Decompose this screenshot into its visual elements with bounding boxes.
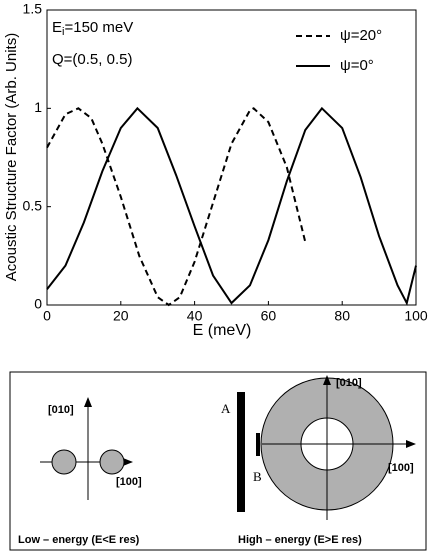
x-tick-label: 100 xyxy=(404,308,428,324)
x-axis-label: E (meV) xyxy=(193,322,252,339)
x-tick-label: 0 xyxy=(43,308,51,324)
axis-label: [010] xyxy=(336,377,362,389)
caption: High – energy (E>E res) xyxy=(238,534,362,546)
x-tick-label: 60 xyxy=(261,308,277,324)
spot xyxy=(51,449,77,475)
axis-label: [100] xyxy=(116,476,142,488)
label-b: B xyxy=(253,469,262,484)
annotation: Ei=150 meV xyxy=(52,19,133,38)
bar-b xyxy=(256,433,260,456)
legend-label: ψ=0° xyxy=(340,57,374,74)
axis-label: [100] xyxy=(388,462,414,474)
plot-frame xyxy=(46,9,417,306)
series-line xyxy=(46,106,417,306)
annotation-part: E xyxy=(52,19,62,36)
y-tick-label: 0 xyxy=(34,296,42,312)
x-tick-label: 20 xyxy=(113,308,129,324)
bar-a xyxy=(237,392,245,512)
annotation: Q=(0.5, 0.5) xyxy=(52,51,132,68)
series-line xyxy=(46,107,307,307)
annotation-part: =150 meV xyxy=(64,19,133,36)
x-tick-label: 40 xyxy=(187,308,203,324)
annotation-part: i xyxy=(62,26,64,38)
x-tick-label: 80 xyxy=(334,308,350,324)
y-tick-label: 0.5 xyxy=(23,197,43,213)
caption: Low – energy (E<E res) xyxy=(18,534,140,546)
label-a: A xyxy=(221,401,231,416)
spot xyxy=(99,449,125,475)
diagram-frame xyxy=(9,371,427,551)
y-tick-label: 1 xyxy=(34,99,42,115)
y-tick-label: 1.5 xyxy=(23,1,43,17)
y-axis-label: Acoustic Structure Factor (Arb. Units) xyxy=(3,33,20,281)
axis-label: [010] xyxy=(48,404,74,416)
legend-label: ψ=20° xyxy=(340,27,382,44)
